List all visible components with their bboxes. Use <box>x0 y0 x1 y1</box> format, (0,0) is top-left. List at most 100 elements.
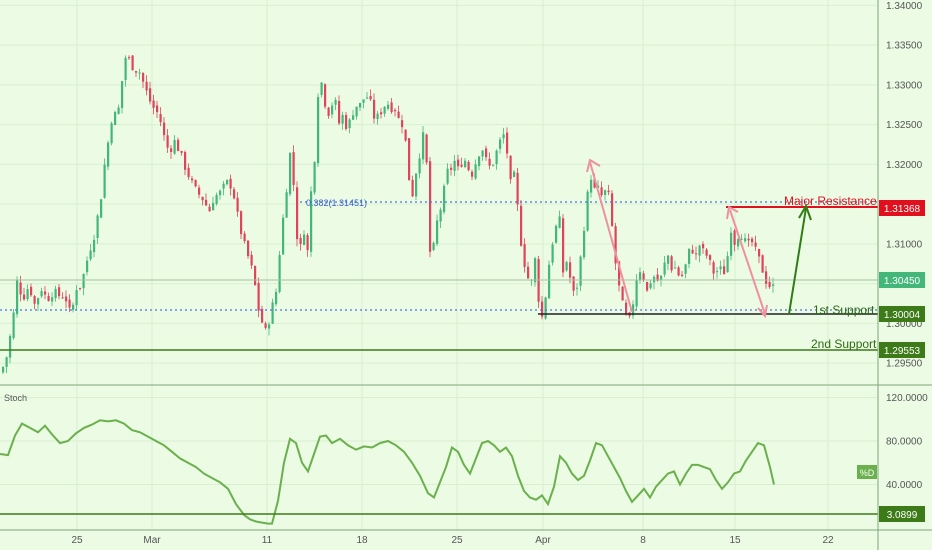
price-pane[interactable]: 0.382(1.31451) 1st Support 2nd Support M… <box>0 54 932 386</box>
candle-body <box>44 291 47 295</box>
candle-body <box>401 120 404 128</box>
candle-body <box>65 296 68 302</box>
candle-body <box>593 178 596 188</box>
candle-body <box>527 266 530 279</box>
candle-body <box>751 238 754 243</box>
candle-body <box>86 260 89 273</box>
second-support-label: 2nd Support <box>811 337 877 351</box>
last-price-badge-text: 1.30450 <box>884 276 921 287</box>
candle-body <box>58 287 61 297</box>
candle-body <box>317 97 320 164</box>
candle-body <box>502 134 505 139</box>
candle-body <box>341 114 344 124</box>
candle-body <box>366 97 369 99</box>
candle-body <box>681 274 684 276</box>
candle-body <box>674 267 677 269</box>
first-support-badge-text: 1.30004 <box>884 310 921 321</box>
candle-body <box>373 99 376 119</box>
candle-body <box>61 297 64 299</box>
candle-body <box>677 267 680 276</box>
candle-body <box>639 272 642 280</box>
time-tick-label: 18 <box>356 535 368 546</box>
candle-body <box>422 132 425 160</box>
candle-body <box>9 336 12 358</box>
candle-body <box>506 132 509 154</box>
price-tick-label: 1.33000 <box>886 80 923 91</box>
candle-body <box>712 262 715 274</box>
candle-body <box>222 183 225 189</box>
candle-body <box>352 115 355 120</box>
candle-body <box>436 220 439 244</box>
first-support-badge: 1.30004 <box>879 306 925 322</box>
stoch-pane[interactable]: Stoch <box>0 393 878 525</box>
stoch-tick-label: 80.0000 <box>886 436 923 447</box>
stoch-ref-badge-text: 3.0899 <box>887 510 918 521</box>
time-axis[interactable]: 25 Mar 11 18 25 Apr 8 15 22 <box>0 529 932 546</box>
candle-body <box>212 202 215 211</box>
pink-arrow-1 <box>586 158 633 313</box>
candle-body <box>397 111 400 118</box>
candle-body <box>138 72 141 74</box>
candle-body <box>324 84 327 107</box>
price-tick-label: 1.29500 <box>886 359 923 370</box>
candle-body <box>408 138 411 181</box>
candle-body <box>205 199 208 206</box>
candle-body <box>82 273 85 289</box>
candle-body <box>457 159 460 167</box>
time-tick-label: 25 <box>451 535 463 546</box>
candle-body <box>100 199 103 218</box>
candle-body <box>625 302 628 314</box>
candle-body <box>268 324 271 329</box>
stoch-tick-label: 120.0000 <box>886 393 928 404</box>
candle-body <box>117 107 120 114</box>
candle-body <box>404 129 407 141</box>
candle-body <box>583 230 586 258</box>
candle-body <box>152 100 155 108</box>
time-tick-label: Apr <box>535 535 551 546</box>
candle-body <box>107 142 110 167</box>
candle-body <box>646 281 649 291</box>
candle-body <box>2 366 5 373</box>
candle-body <box>558 216 561 228</box>
candle-body <box>282 217 285 255</box>
time-tick-label: 8 <box>640 535 646 546</box>
candle-body <box>691 249 694 254</box>
candle-body <box>320 82 323 95</box>
candle-body <box>33 296 36 304</box>
candle-body <box>250 254 253 266</box>
pink-arrow-2 <box>726 205 768 319</box>
candle-body <box>124 57 127 80</box>
candle-body <box>656 274 659 281</box>
candle-body <box>411 179 414 197</box>
time-tick-label: 22 <box>822 535 834 546</box>
candle-body <box>754 242 757 247</box>
candle-body <box>541 301 544 317</box>
candle-body <box>614 226 617 264</box>
candle-body <box>730 232 733 256</box>
stoch-ref-badge: 3.0899 <box>879 506 925 522</box>
candle-body <box>443 185 446 213</box>
stoch-series-badge: %D <box>857 465 877 479</box>
candle-body <box>481 150 484 157</box>
candle-body <box>303 234 306 245</box>
candle-body <box>418 158 421 174</box>
candle-body <box>579 256 582 286</box>
candle-body <box>572 276 575 291</box>
candle-body <box>702 243 705 249</box>
candle-body <box>194 179 197 187</box>
candle-body <box>23 294 26 300</box>
candle-body <box>492 164 495 166</box>
candle-body <box>446 168 449 184</box>
candle-body <box>254 265 257 285</box>
candle-body <box>243 233 246 242</box>
candle-body <box>765 271 768 284</box>
second-support-badge-text: 1.29553 <box>884 346 921 357</box>
candle-body <box>534 258 537 283</box>
candle-body <box>247 240 250 257</box>
candle-body <box>79 287 82 289</box>
candle-body <box>233 189 236 199</box>
candle-body <box>289 152 292 195</box>
candle-body <box>719 266 722 270</box>
candle-body <box>310 191 313 252</box>
resistance-badge: 1.31368 <box>879 200 925 216</box>
